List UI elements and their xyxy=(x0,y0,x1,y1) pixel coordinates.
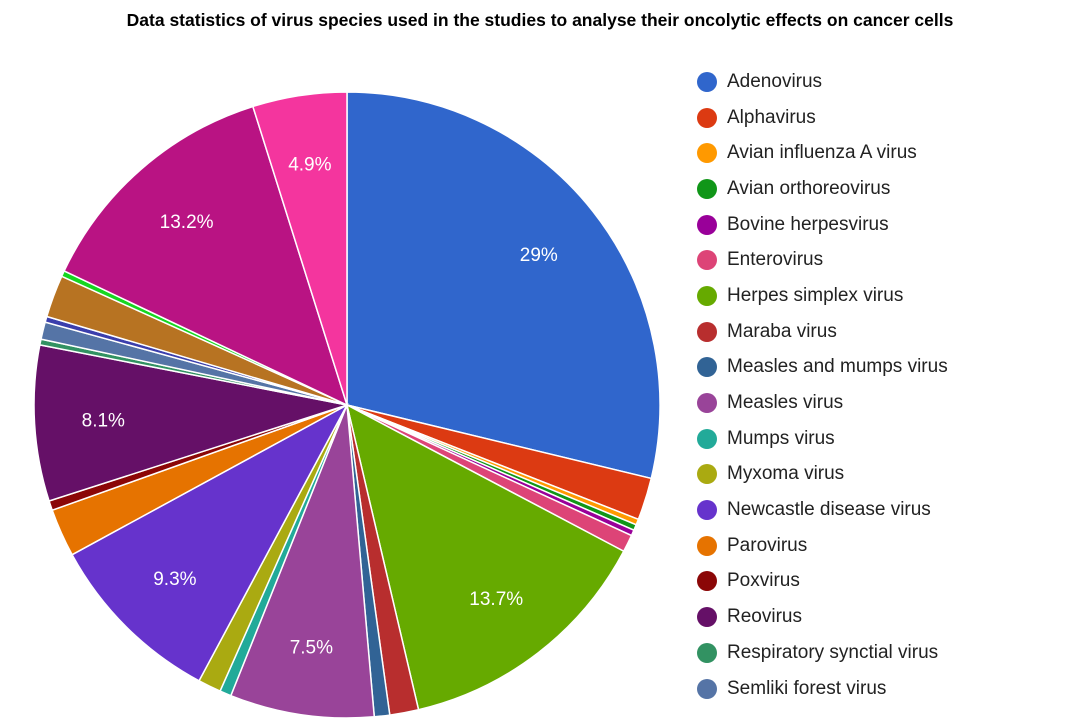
legend-color-icon xyxy=(697,428,717,449)
legend-label: Myxoma virus xyxy=(727,463,845,485)
legend-color-icon xyxy=(697,71,717,92)
legend-color-icon xyxy=(697,285,717,306)
pie-slice-12[interactable] xyxy=(71,403,349,682)
pie-slice-6[interactable] xyxy=(345,403,625,711)
slice-label: 4.9% xyxy=(288,155,331,176)
legend-item[interactable]: Avian influenza A virus xyxy=(697,135,948,171)
legend-label: Semliki forest virus xyxy=(727,677,887,699)
legend-color-icon xyxy=(697,321,717,342)
legend-item[interactable]: Maraba virus xyxy=(697,314,948,350)
pie-slice-15[interactable] xyxy=(33,344,348,502)
legend-item[interactable]: Avian orthoreovirus xyxy=(697,171,948,207)
legend-label: Respiratory synctial virus xyxy=(727,641,939,663)
slice-label: 9.3% xyxy=(153,569,196,590)
legend-item[interactable]: Newcastle disease virus xyxy=(697,492,948,528)
pie-chart: 29% 13.7% 7.5% 9.3% 8.1% 13.2% 4.9% xyxy=(33,91,661,719)
legend-item[interactable]: Herpes simplex virus xyxy=(697,278,948,314)
slice-label: 7.5% xyxy=(290,638,333,659)
legend-item[interactable]: Measles virus xyxy=(697,385,948,421)
legend-item[interactable]: Respiratory synctial virus xyxy=(697,635,948,671)
legend-item[interactable]: Semliki forest virus xyxy=(697,671,948,707)
legend-color-icon xyxy=(697,500,717,521)
legend-color-icon xyxy=(697,642,717,663)
pie-slice-0[interactable] xyxy=(346,91,661,480)
chart-title: Data statistics of virus species used in… xyxy=(126,10,954,30)
legend-label: Bovine herpesvirus xyxy=(727,213,889,235)
legend-item[interactable]: Myxoma virus xyxy=(697,457,948,493)
legend-label: Newcastle disease virus xyxy=(727,499,931,521)
legend-color-icon xyxy=(697,678,717,699)
legend-item[interactable]: Alphavirus xyxy=(697,100,948,136)
legend-label: Alphavirus xyxy=(727,106,816,128)
legend-item[interactable]: Bovine herpesvirus xyxy=(697,207,948,243)
legend-label: Measles virus xyxy=(727,392,844,414)
legend-label: Maraba virus xyxy=(727,320,837,342)
slice-label: 8.1% xyxy=(82,410,125,431)
legend-item[interactable]: Mumps virus xyxy=(697,421,948,457)
slice-label: 29% xyxy=(520,245,558,266)
legend-item[interactable]: Poxvirus xyxy=(697,564,948,600)
legend-label: Reovirus xyxy=(727,606,802,628)
legend-color-icon xyxy=(697,607,717,628)
legend-item[interactable]: Enterovirus xyxy=(697,242,948,278)
legend-label: Poxvirus xyxy=(727,570,800,592)
legend-item[interactable]: Adenovirus xyxy=(697,64,948,100)
slice-label: 13.2% xyxy=(160,212,214,233)
legend-item[interactable]: Reovirus xyxy=(697,599,948,635)
legend-label: Measles and mumps virus xyxy=(727,356,948,378)
legend-label: Avian orthoreovirus xyxy=(727,177,891,199)
slice-label: 13.7% xyxy=(469,589,523,610)
legend-label: Enterovirus xyxy=(727,249,824,271)
legend-label: Herpes simplex virus xyxy=(727,284,904,306)
legend-label: Adenovirus xyxy=(727,70,823,92)
legend-item[interactable]: Measles and mumps virus xyxy=(697,350,948,386)
legend-label: Parovirus xyxy=(727,534,808,556)
legend-color-icon xyxy=(697,393,717,414)
legend-color-icon xyxy=(697,250,717,271)
legend-color-icon xyxy=(697,464,717,485)
legend-color-icon xyxy=(697,535,717,556)
legend-label: Mumps virus xyxy=(727,427,835,449)
legend-color-icon xyxy=(697,178,717,199)
legend-color-icon xyxy=(697,107,717,128)
pie-slice-9[interactable] xyxy=(229,404,376,719)
pie-slice-22[interactable] xyxy=(251,91,348,406)
legend: Adenovirus Alphavirus Avian influenza A vi… xyxy=(697,64,948,706)
legend-item[interactable]: Parovirus xyxy=(697,528,948,564)
legend-color-icon xyxy=(697,571,717,592)
legend-label: Avian influenza A virus xyxy=(727,142,917,164)
legend-color-icon xyxy=(697,357,717,378)
legend-color-icon xyxy=(697,143,717,164)
legend-color-icon xyxy=(697,214,717,235)
